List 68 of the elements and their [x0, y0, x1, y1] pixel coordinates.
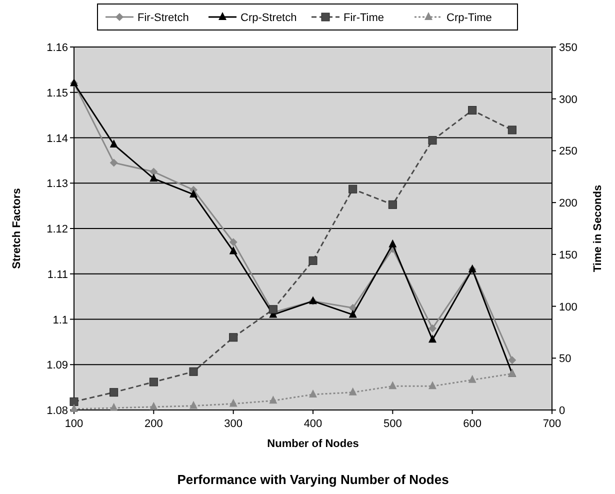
point	[428, 136, 437, 145]
x-axis-title: Number of Nodes	[267, 438, 359, 450]
point	[229, 238, 238, 246]
point	[150, 174, 158, 182]
point	[70, 397, 78, 406]
point	[269, 396, 278, 404]
text: Performance with Varying Number of Nodes	[177, 472, 449, 487]
y-tick-label: 1.08	[46, 405, 68, 417]
point	[309, 389, 317, 398]
y2-axis-title: Time in Seconds	[592, 184, 604, 272]
point	[388, 381, 397, 390]
point	[110, 158, 118, 167]
point	[110, 140, 118, 148]
point	[508, 126, 516, 134]
y2-tick-label: 200	[559, 198, 578, 210]
y-tick-label: 1.09	[46, 360, 68, 372]
y-tick-label: 1.13	[46, 178, 68, 190]
y2-tick-label: 150	[559, 249, 578, 262]
x-tick-label: 500	[383, 418, 402, 430]
x-tick-label: 300	[224, 418, 243, 430]
legend-label: Fir-Time	[344, 12, 384, 24]
point	[110, 402, 118, 411]
y2-tick-label: 250	[559, 146, 578, 158]
point	[150, 168, 158, 176]
point	[190, 189, 198, 198]
x-tick-label: 400	[304, 418, 322, 430]
y-tick-label: 1.1	[52, 314, 68, 326]
point	[70, 404, 78, 412]
x-tick-label: 100	[64, 418, 84, 430]
x-tick-label: 600	[463, 418, 482, 430]
point	[348, 304, 357, 312]
legend-label: Fir-Stretch	[138, 12, 189, 24]
point	[428, 381, 436, 390]
point	[388, 239, 397, 248]
point	[268, 305, 278, 314]
point	[388, 200, 397, 209]
legend-label: Crp-Time	[446, 12, 492, 24]
y-axis-title: Stretch Factors	[11, 188, 23, 269]
y2-tick-label: 50	[559, 353, 572, 366]
point	[150, 402, 158, 410]
point	[190, 400, 198, 409]
legend-label: Crp-Stretch	[240, 12, 297, 24]
y-tick-label: 1.16	[46, 42, 68, 54]
y-tick-label: 1.12	[46, 224, 68, 236]
point	[428, 334, 436, 343]
point	[149, 378, 158, 386]
point	[428, 324, 436, 332]
y2-tick-label: 300	[559, 94, 578, 106]
y-tick-label: 1.15	[46, 87, 68, 100]
point	[508, 356, 516, 364]
point	[468, 374, 476, 383]
point	[110, 388, 118, 397]
y-tick-label: 1.11	[47, 268, 68, 281]
point	[348, 387, 357, 396]
point	[348, 184, 358, 194]
y2-tick-label: 100	[559, 301, 578, 314]
y-tick-label: 1.14	[46, 132, 68, 145]
x-tick-label: 200	[144, 418, 163, 430]
point	[229, 398, 238, 407]
point	[189, 367, 198, 376]
point	[308, 256, 318, 265]
point	[229, 333, 238, 342]
x-tick-label: 700	[542, 418, 562, 430]
point	[348, 310, 357, 318]
y2-tick-label: 350	[559, 42, 578, 54]
point	[468, 106, 477, 115]
y2-tick-label: 0	[559, 405, 566, 417]
point	[229, 246, 238, 254]
